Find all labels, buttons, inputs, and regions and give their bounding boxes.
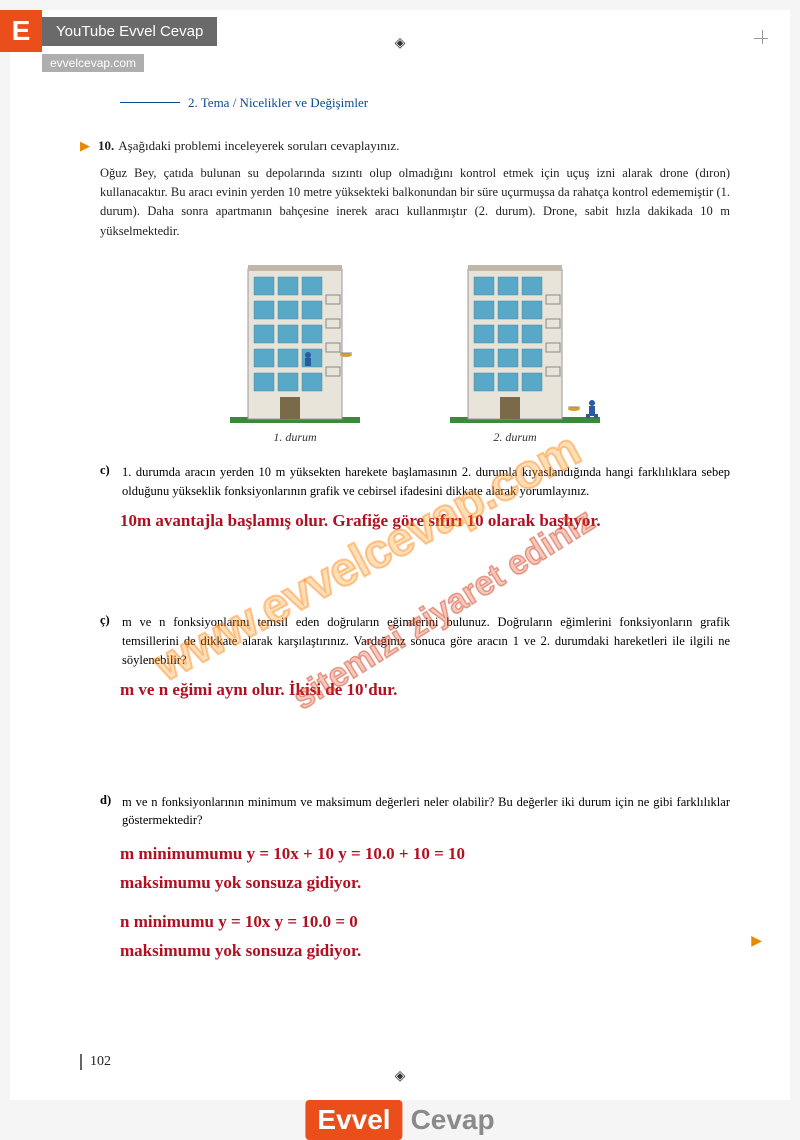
handwritten-answer-ch: m ve n eğimi aynı olur. İkisi de 10'dur. xyxy=(120,676,730,705)
sub-text-c: 1. durumda aracın yerden 10 m yüksekten … xyxy=(122,463,730,501)
registration-mark-icon: ◈ xyxy=(395,1068,406,1085)
footer-brand-right: Cevap xyxy=(411,1104,495,1136)
question-prompt: Aşağıdaki problemi inceleyerek soruları … xyxy=(118,138,399,153)
question-number: 10. xyxy=(98,138,114,153)
answer-d-line: m minimumumu y = 10x + 10 y = 10.0 + 10 … xyxy=(120,840,730,869)
chapter-title: 2. Tema / Nicelikler ve Değişimler xyxy=(188,95,368,110)
crop-mark xyxy=(754,30,772,48)
footer-brand-left: Evvel xyxy=(305,1100,402,1140)
registration-mark-icon: ◈ xyxy=(395,35,406,52)
logo-letter: E xyxy=(0,10,42,52)
question-row: ▶ 10. Aşağıdaki problemi inceleyerek sor… xyxy=(80,136,730,156)
figure-1: 1. durum xyxy=(220,259,370,445)
figure-1-caption: 1. durum xyxy=(220,430,370,445)
footer-logo: Evvel Cevap xyxy=(305,1100,494,1140)
sub-question-ch: ç) m ve n fonksiyonlarını temsil eden do… xyxy=(100,613,730,669)
answer-d-line: maksimumu yok sonsuza gidiyor. xyxy=(120,869,730,898)
site-badge: E YouTube Evvel Cevap xyxy=(0,10,217,52)
textbook-page: ◈ 2. Tema / Nicelikler ve Değişimler ▶ 1… xyxy=(10,10,790,1100)
figure-2-caption: 2. durum xyxy=(440,430,590,445)
problem-body: Oğuz Bey, çatıda bulunan su depolarında … xyxy=(100,164,730,242)
sub-text-ch: m ve n fonksiyonlarını temsil eden doğru… xyxy=(122,613,730,669)
next-page-icon: ▶ xyxy=(751,933,762,950)
figure-row: 1. durum xyxy=(80,259,730,445)
handwritten-answer-c: 10m avantajla başlamış olur. Grafiğe gör… xyxy=(120,507,730,536)
triangle-bullet-icon: ▶ xyxy=(80,138,90,156)
answer-d-line: n minimumu y = 10x y = 10.0 = 0 xyxy=(120,908,730,937)
site-url[interactable]: evvelcevap.com xyxy=(42,54,144,72)
figure-2: 2. durum xyxy=(440,259,590,445)
sub-question-c: c) 1. durumda aracın yerden 10 m yüksekt… xyxy=(100,463,730,501)
youtube-label[interactable]: YouTube Evvel Cevap xyxy=(42,17,217,46)
sub-label-d: d) xyxy=(100,793,122,831)
sub-text-d: m ve n fonksiyonlarının minimum ve maksi… xyxy=(122,793,730,831)
handwritten-answer-d: m minimumumu y = 10x + 10 y = 10.0 + 10 … xyxy=(120,840,730,966)
chapter-header: 2. Tema / Nicelikler ve Değişimler xyxy=(120,95,730,111)
sub-label-c: c) xyxy=(100,463,122,501)
answer-d-line: maksimumu yok sonsuza gidiyor. xyxy=(120,937,730,966)
sub-question-d: d) m ve n fonksiyonlarının minimum ve ma… xyxy=(100,793,730,831)
sub-label-ch: ç) xyxy=(100,613,122,669)
page-number: 102 xyxy=(80,1054,111,1070)
